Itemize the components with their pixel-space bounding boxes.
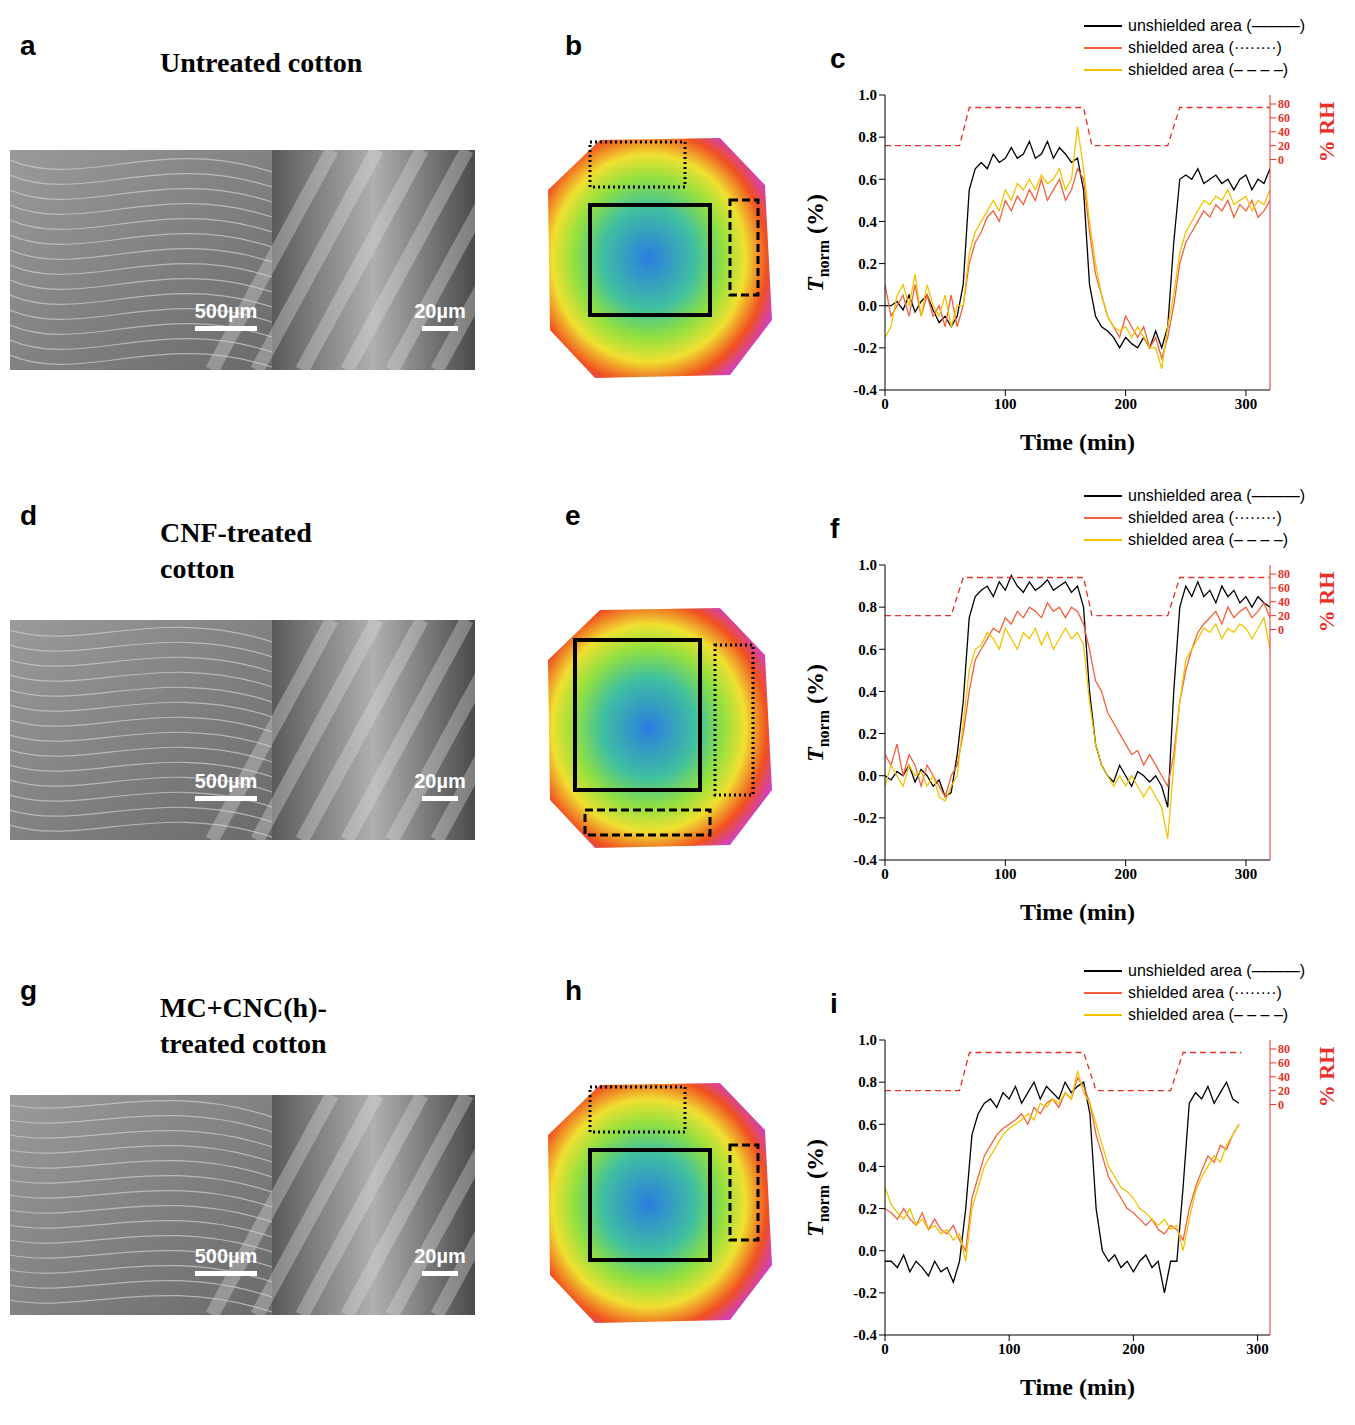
- html-text:c: c: [830, 43, 846, 74]
- html-text:d: d: [20, 500, 38, 531]
- svg-text:0.8: 0.8: [858, 129, 877, 145]
- html-text:norm: norm: [814, 1184, 832, 1222]
- svg-text:300: 300: [1246, 1341, 1269, 1357]
- svg-text:Time (min): Time (min): [1020, 429, 1135, 455]
- html-text:Untreated cotton: Untreated cotton: [160, 47, 363, 78]
- svg-text:20: 20: [1278, 1084, 1290, 1098]
- html-text:b: b: [565, 30, 583, 61]
- html-text:T: T: [802, 1221, 828, 1237]
- svg-text:100: 100: [994, 396, 1017, 412]
- svg-text:60: 60: [1278, 1056, 1290, 1070]
- svg-text:20µm: 20µm: [414, 1245, 466, 1267]
- html-text:% RH: % RH: [1314, 571, 1339, 632]
- svg-text:0.8: 0.8: [858, 599, 877, 615]
- svg-text:Time (min): Time (min): [1020, 899, 1135, 925]
- svg-text:0: 0: [881, 866, 889, 882]
- svg-text:60: 60: [1278, 581, 1290, 595]
- html-text:e: e: [565, 500, 581, 531]
- svg-text:0.4: 0.4: [858, 214, 877, 230]
- svg-text:0.0: 0.0: [858, 768, 877, 784]
- html-text:shielded area (– – – –): shielded area (– – – –): [1128, 61, 1289, 78]
- svg-text:-0.4: -0.4: [853, 1327, 877, 1343]
- html-text:unshielded area (———): unshielded area (———): [1128, 17, 1305, 34]
- svg-text:0: 0: [1278, 1098, 1284, 1112]
- svg-text:300: 300: [1235, 866, 1258, 882]
- svg-text:200: 200: [1122, 1341, 1145, 1357]
- svg-text:20µm: 20µm: [414, 300, 466, 322]
- html-text:norm: norm: [814, 239, 832, 277]
- html-text:norm: norm: [814, 709, 832, 747]
- svg-text:0.6: 0.6: [858, 172, 877, 188]
- svg-text:20: 20: [1278, 139, 1290, 153]
- html-text:shielded area (– – – –): shielded area (– – – –): [1128, 531, 1289, 548]
- svg-text:1.0: 1.0: [858, 1032, 877, 1048]
- svg-text:-0.2: -0.2: [853, 1285, 877, 1301]
- svg-text:500µm: 500µm: [195, 300, 258, 322]
- svg-text:100: 100: [994, 866, 1017, 882]
- svg-text:1.0: 1.0: [858, 557, 877, 573]
- html-text:CNF-treated cotton: CNF-treated cotton: [160, 517, 312, 584]
- html-text:shielded area (– – – –): shielded area (– – – –): [1128, 1006, 1289, 1023]
- svg-text:1.0: 1.0: [858, 87, 877, 103]
- html-text:MC+CNC(h)-treated cotton: MC+CNC(h)-treated cotton: [160, 992, 327, 1059]
- svg-text:500µm: 500µm: [195, 770, 258, 792]
- svg-text:40: 40: [1278, 125, 1290, 139]
- html-text:% RH: % RH: [1314, 101, 1339, 162]
- svg-text:0.2: 0.2: [858, 1201, 877, 1217]
- svg-text:0: 0: [881, 1341, 889, 1357]
- svg-text:-0.4: -0.4: [853, 852, 877, 868]
- html-text:h: h: [565, 975, 583, 1006]
- html-text:unshielded area (———): unshielded area (———): [1128, 962, 1305, 979]
- svg-text:0.4: 0.4: [858, 1159, 877, 1175]
- html-text:i: i: [830, 988, 838, 1019]
- svg-text:80: 80: [1278, 97, 1290, 111]
- html-text:T: T: [802, 276, 828, 292]
- svg-text:20µm: 20µm: [414, 770, 466, 792]
- html-text:% RH: % RH: [1314, 1046, 1339, 1107]
- svg-text:0.8: 0.8: [858, 1074, 877, 1090]
- svg-text:0: 0: [881, 396, 889, 412]
- svg-text:80: 80: [1278, 1042, 1290, 1056]
- html-text:T: T: [802, 746, 828, 762]
- svg-text:0.2: 0.2: [858, 726, 877, 742]
- svg-text:500µm: 500µm: [195, 1245, 258, 1267]
- svg-text:60: 60: [1278, 111, 1290, 125]
- html-text:shielded area (········): shielded area (········): [1128, 984, 1282, 1001]
- svg-text:-0.2: -0.2: [853, 340, 877, 356]
- svg-text:-0.4: -0.4: [853, 382, 877, 398]
- svg-text:0: 0: [1278, 623, 1284, 637]
- html-text:g: g: [20, 975, 38, 1006]
- svg-text:0.2: 0.2: [858, 256, 877, 272]
- svg-text:40: 40: [1278, 595, 1290, 609]
- html-text:a: a: [20, 30, 36, 61]
- svg-text:300: 300: [1235, 396, 1258, 412]
- html-text:f: f: [830, 513, 840, 544]
- svg-text:0.6: 0.6: [858, 1117, 877, 1133]
- svg-text:0.0: 0.0: [858, 1243, 877, 1259]
- svg-text:0.4: 0.4: [858, 684, 877, 700]
- html-text:shielded area (········): shielded area (········): [1128, 509, 1282, 526]
- svg-text:0: 0: [1278, 153, 1284, 167]
- svg-text:80: 80: [1278, 567, 1290, 581]
- svg-text:200: 200: [1114, 866, 1137, 882]
- svg-text:0.6: 0.6: [858, 642, 877, 658]
- svg-text:200: 200: [1114, 396, 1137, 412]
- svg-text:Time (min): Time (min): [1020, 1374, 1135, 1400]
- svg-text:20: 20: [1278, 609, 1290, 623]
- html-text:shielded area (········): shielded area (········): [1128, 39, 1282, 56]
- svg-text:0.0: 0.0: [858, 298, 877, 314]
- svg-text:-0.2: -0.2: [853, 810, 877, 826]
- svg-text:40: 40: [1278, 1070, 1290, 1084]
- svg-text:100: 100: [998, 1341, 1021, 1357]
- html-text:unshielded area (———): unshielded area (———): [1128, 487, 1305, 504]
